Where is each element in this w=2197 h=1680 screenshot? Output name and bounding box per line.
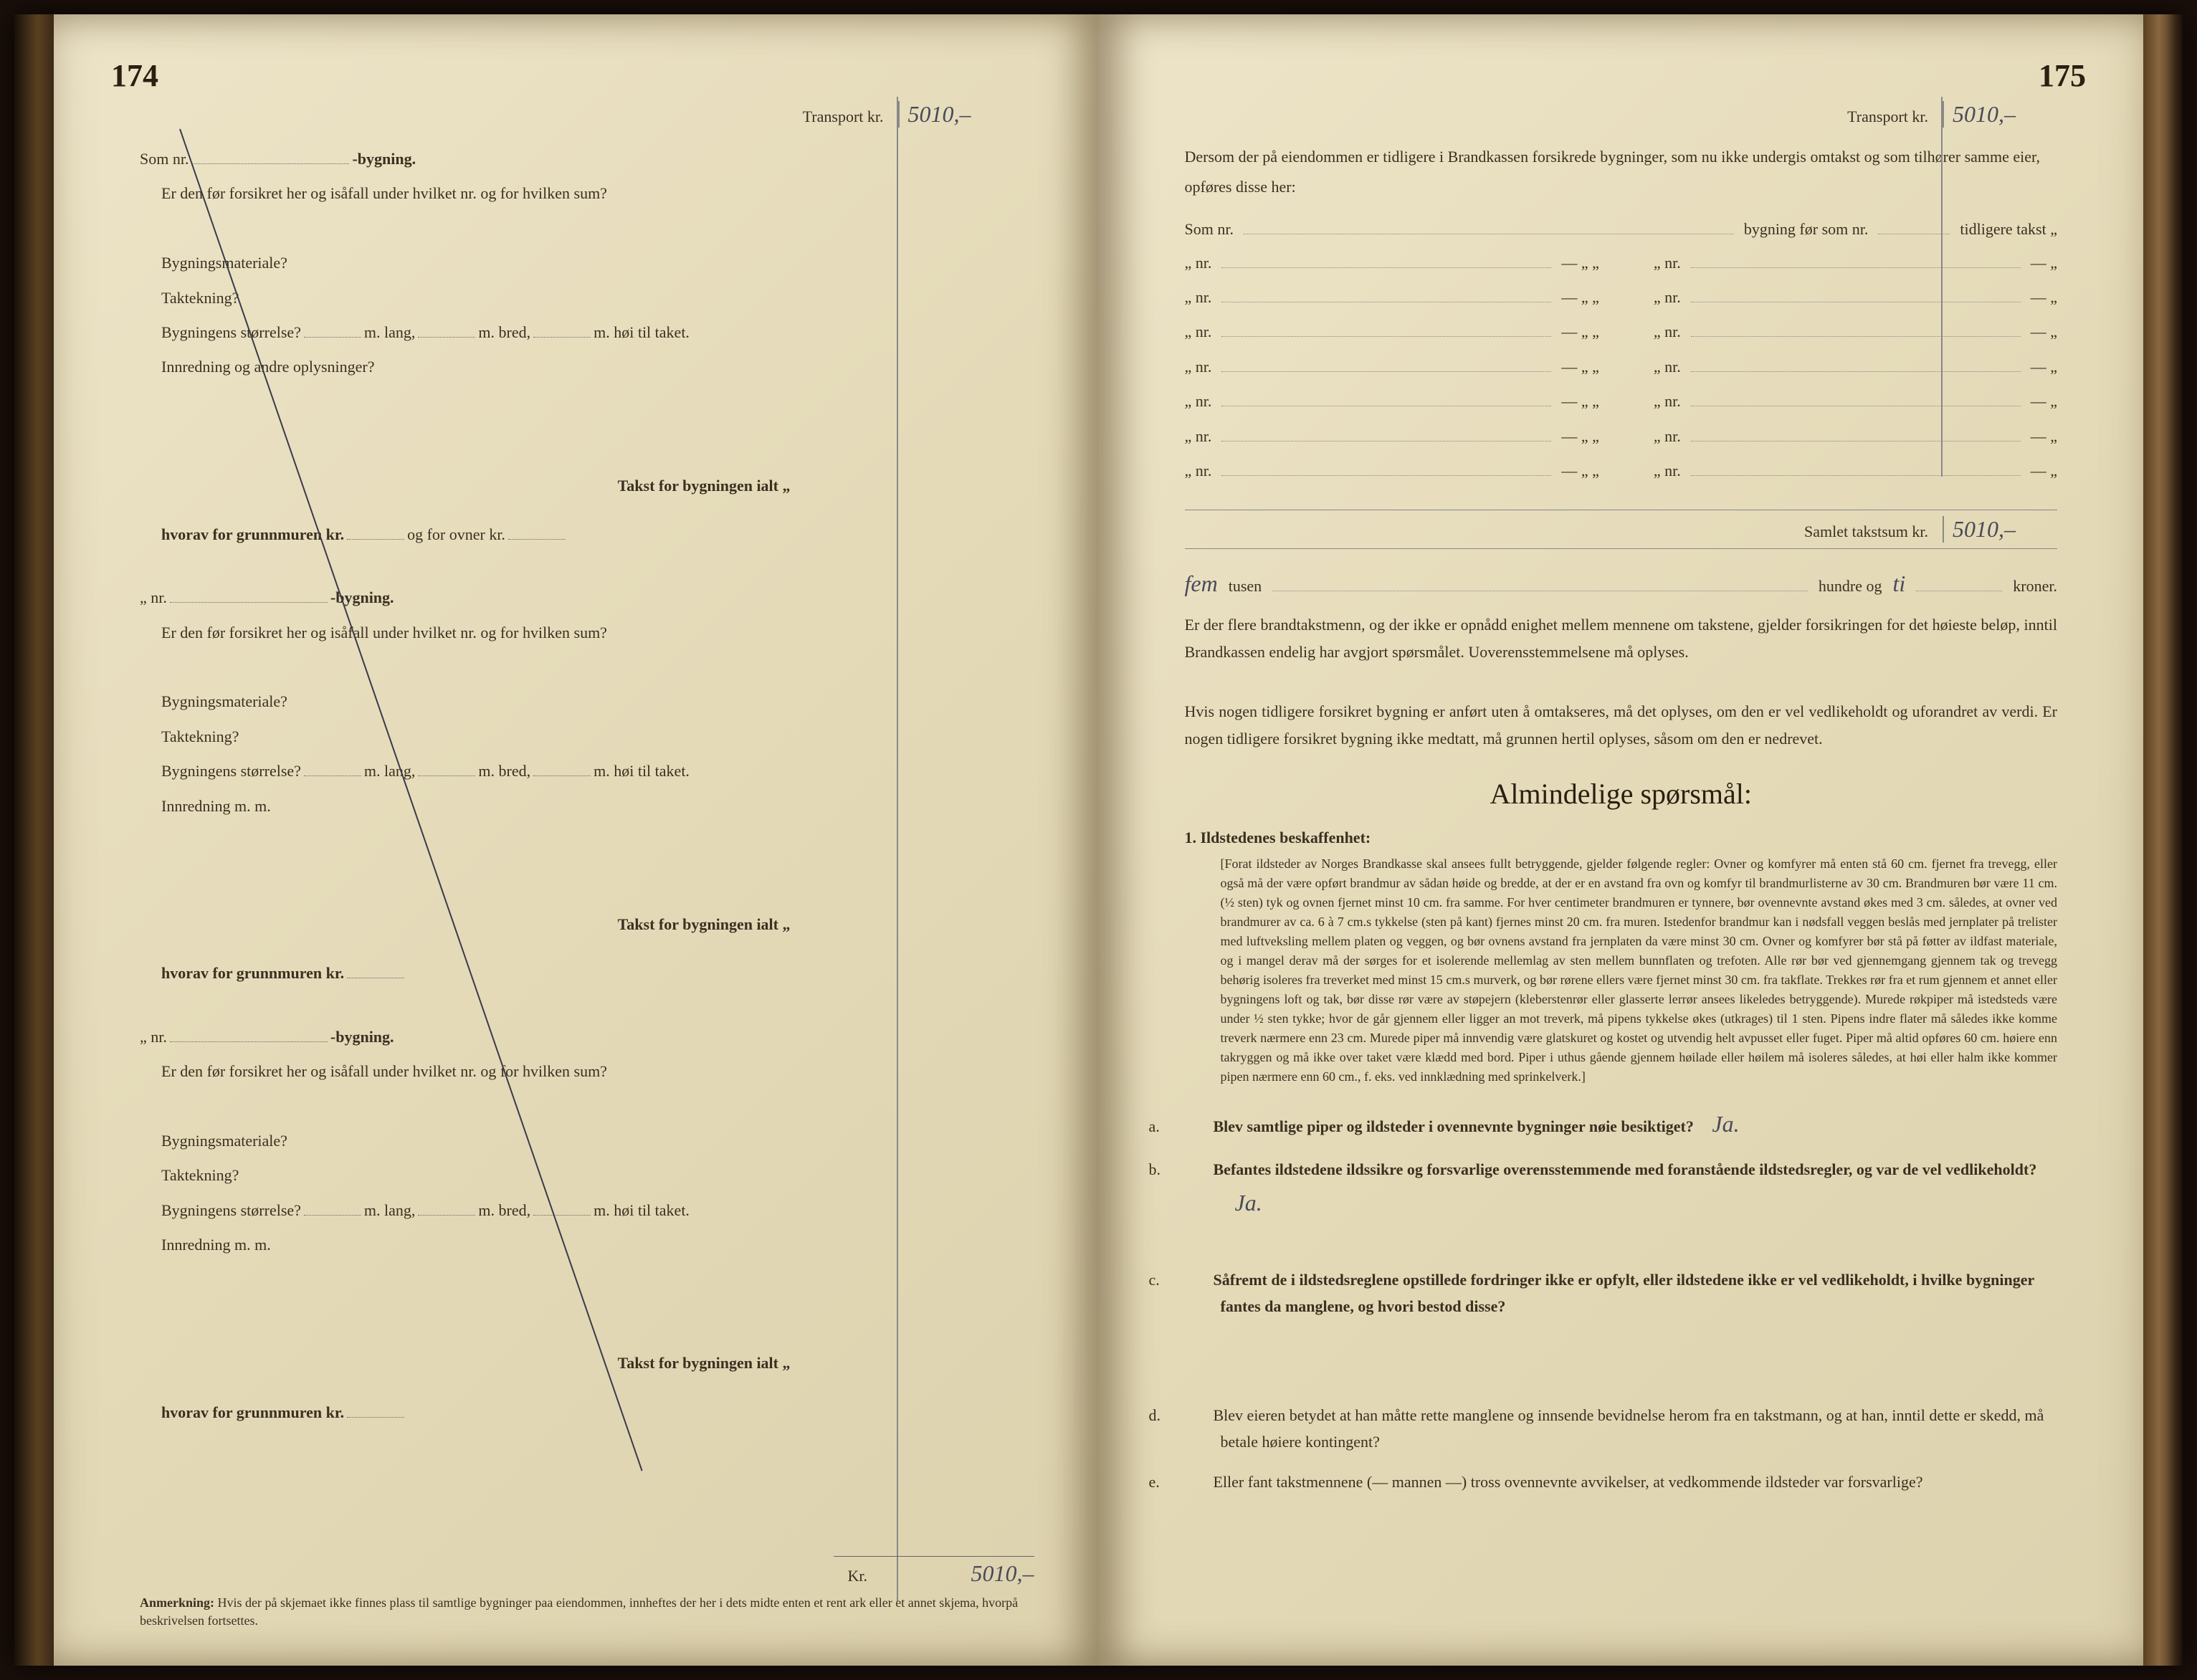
table-row: „ nr.— „ „„ nr.— „ [1185, 280, 2058, 315]
right-page: 175 Transport kr. 5010,– Dersom der på e… [1099, 14, 2144, 1666]
hvorav-3: hvorav for grunnmuren kr. [161, 1403, 344, 1421]
ti: ti [1893, 571, 1906, 597]
bygning-suffix: -bygning. [352, 150, 416, 168]
q-forsikret: Er den før forsikret her og isåfall unde… [140, 176, 1013, 211]
book-spread: 174 Transport kr. 5010,– Som nr. -bygning… [14, 14, 2183, 1666]
question-a: a.Blev samtlige piper og ildsteder i ove… [1221, 1104, 2058, 1143]
samlet-value: 5010,– [1943, 516, 2057, 543]
kr-total-value: 5010,– [971, 1560, 1034, 1587]
taktekning-3: Taktekning? [140, 1158, 1013, 1193]
building-block-3: „ nr. -bygning. Er den før forsikret her … [140, 1020, 1013, 1430]
heading-almindelige: Almindelige spørsmål: [1185, 777, 2058, 811]
transport-value: 5010,– [898, 101, 1013, 128]
m-hoi: m. høi til taket. [594, 323, 690, 341]
hvorav-2: hvorav for grunnmuren kr. [161, 964, 344, 982]
building-block-1: Som nr. -bygning. Er den før forsikret he… [140, 142, 1013, 552]
kr-label: Kr. [848, 1567, 868, 1585]
footnote-label: Anmerkning: [140, 1595, 214, 1610]
innredning: Innredning og andre oplysninger? [140, 350, 1013, 384]
form-body-right: Transport kr. 5010,– Dersom der på eiend… [1156, 101, 2087, 1495]
footnote-text: Hvis der på skjemaet ikke finnes plass t… [140, 1595, 1018, 1628]
bygning-suffix-3: -bygning. [330, 1028, 394, 1046]
bygningsmateriale-2: Bygningsmateriale? [140, 684, 1013, 719]
storrelse-3: Bygningens størrelse? [161, 1201, 301, 1219]
taktekning: Taktekning? [140, 281, 1013, 315]
answer-b: Ja. [1235, 1190, 1262, 1216]
taktekning-2: Taktekning? [140, 720, 1013, 754]
q-forsikret-2: Er den før forsikret her og isåfall unde… [140, 616, 1013, 650]
question-c: c.Såfremt de i ildstedsreglene opstilled… [1221, 1266, 2058, 1320]
q-forsikret-3: Er den før forsikret her og isåfall unde… [140, 1054, 1013, 1089]
form-body-left: Transport kr. 5010,– Som nr. -bygning. Er… [111, 101, 1042, 1430]
q1-label: 1. Ildstedenes beskaffenhet: [1185, 829, 2058, 847]
og-ovner: og for ovner kr. [407, 525, 505, 543]
footnote: Anmerkning: Hvis der på skjemaet ikke fi… [140, 1594, 1042, 1630]
table-row: „ nr.— „ „„ nr.— „ [1185, 315, 2058, 349]
transport-value-r: 5010,– [1943, 101, 2057, 128]
q1-body: [Forat ildsteder av Norges Brandkasse sk… [1221, 854, 2058, 1087]
innredning-3: Innredning m. m. [140, 1228, 1013, 1262]
transport-line: Transport kr. 5010,– [140, 101, 1013, 128]
question-d: d.Blev eieren betydet at han måtte rette… [1221, 1402, 2058, 1456]
question-b: b.Befantes ildstedene ildssikre og forsv… [1221, 1156, 2058, 1222]
header-row: Som nr. bygning før som nr. tidligere ta… [1185, 220, 2058, 239]
storrelse-2: Bygningens størrelse? [161, 762, 301, 780]
table-row: „ nr.— „ „„ nr.— „ [1185, 454, 2058, 488]
intro-text: Dersom der på eiendommen er tidligere i … [1185, 142, 2058, 202]
storrelse: Bygningens størrelse? [161, 323, 301, 341]
para-tidligere: Hvis nogen tidligere forsikret bygning e… [1185, 698, 2058, 752]
table-row: „ nr.— „ „„ nr.— „ [1185, 350, 2058, 384]
takst-label: Takst for bygningen ialt „ [618, 477, 791, 495]
tusen-line: fem tusen hundre og ti kroner. [1185, 571, 2058, 597]
left-page: 174 Transport kr. 5010,– Som nr. -bygning… [54, 14, 1099, 1666]
kr-total-line: Kr. 5010,– [834, 1556, 1034, 1587]
bygningsmateriale-3: Bygningsmateriale? [140, 1124, 1013, 1158]
takst-label-2: Takst for bygningen ialt „ [618, 915, 791, 933]
samlet-label: Samlet takstsum kr. [1804, 522, 1928, 541]
m-bred: m. bred, [478, 323, 530, 341]
page-number-right: 175 [1156, 57, 2087, 94]
nr-table: „ nr.— „ „„ nr.— „ „ nr.— „ „„ nr.— „ „ … [1185, 246, 2058, 489]
table-row: „ nr.— „ „„ nr.— „ [1185, 246, 2058, 280]
nr-2: „ nr. [140, 588, 167, 606]
question-e: e.Eller fant takstmennene (— mannen —) t… [1221, 1469, 2058, 1495]
binding-right [2143, 14, 2183, 1666]
tusen-pre: fem [1185, 571, 1218, 597]
vertical-rule [897, 97, 898, 1601]
nr-3: „ nr. [140, 1028, 167, 1046]
table-row: „ nr.— „ „„ nr.— „ [1185, 384, 2058, 419]
transport-label: Transport kr. [803, 108, 884, 126]
para-flere: Er der flere brandtakstmenn, og der ikke… [1185, 611, 2058, 665]
page-number-left: 174 [111, 57, 1042, 94]
binding-left [14, 14, 54, 1666]
table-row: „ nr.— „ „„ nr.— „ [1185, 419, 2058, 454]
som-nr: Som nr. [140, 150, 189, 168]
m-lang: m. lang, [364, 323, 416, 341]
building-block-2: „ nr.-bygning. Er den før forsikret her … [140, 581, 1013, 991]
takst-label-3: Takst for bygningen ialt „ [618, 1354, 791, 1372]
transport-label-r: Transport kr. [1847, 108, 1928, 126]
transport-line-right: Transport kr. 5010,– [1185, 101, 2058, 128]
vertical-rule-right [1941, 97, 1943, 477]
samlet-line: Samlet takstsum kr. 5010,– [1185, 510, 2058, 549]
answer-a: Ja. [1712, 1111, 1739, 1137]
bygningsmateriale: Bygningsmateriale? [140, 246, 1013, 280]
innredning-2: Innredning m. m. [140, 789, 1013, 824]
